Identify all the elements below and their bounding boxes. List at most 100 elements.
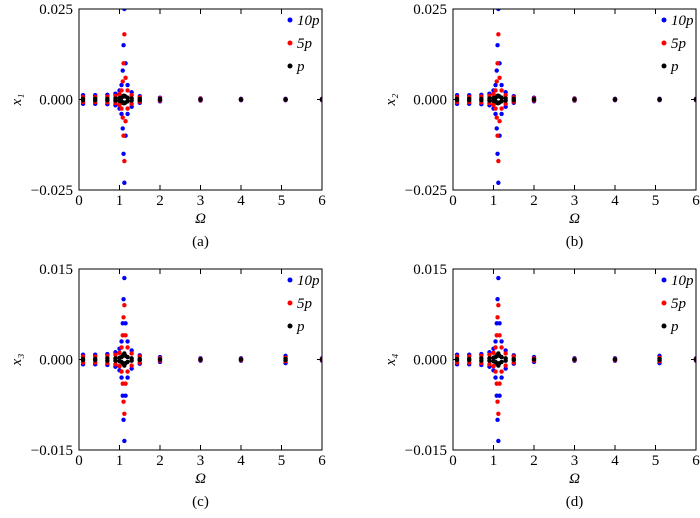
point xyxy=(122,180,127,185)
point xyxy=(499,375,504,380)
point xyxy=(499,354,504,360)
point xyxy=(238,357,244,362)
y-tick-label: −0.015 xyxy=(31,443,73,459)
point xyxy=(497,393,502,398)
point xyxy=(283,97,288,102)
point xyxy=(129,348,134,353)
point xyxy=(495,43,500,48)
point xyxy=(117,363,122,369)
point xyxy=(122,411,127,416)
y-tick-label: 0.025 xyxy=(413,2,447,18)
x-tick-label: 3 xyxy=(197,193,205,209)
caption: (d) xyxy=(566,494,584,510)
point xyxy=(479,98,484,103)
point xyxy=(531,97,537,103)
point xyxy=(531,357,537,362)
point xyxy=(491,91,496,97)
legend-marker xyxy=(661,323,667,329)
y-tick-label: 0.025 xyxy=(39,2,73,18)
x-tick-label: 4 xyxy=(237,453,245,469)
point xyxy=(125,88,130,93)
point xyxy=(497,381,502,386)
point xyxy=(125,95,130,100)
y-tick-label: 0.015 xyxy=(39,262,73,278)
point xyxy=(657,97,662,102)
point xyxy=(119,106,124,111)
x-tick-label: 1 xyxy=(116,453,124,469)
point xyxy=(129,363,134,368)
point xyxy=(499,369,504,374)
y-tick-label: 0.000 xyxy=(39,353,73,369)
point xyxy=(121,133,126,138)
point xyxy=(105,98,110,103)
y-tick-label: 0.015 xyxy=(413,262,447,278)
x-tick-label: 0 xyxy=(449,453,457,469)
legend-marker xyxy=(287,300,293,306)
legend-label: 10p xyxy=(671,273,694,289)
point xyxy=(105,358,110,363)
x-tick-label: 5 xyxy=(278,193,286,209)
point xyxy=(496,9,501,12)
point xyxy=(499,111,504,117)
y-tick-label: −0.025 xyxy=(31,183,73,199)
legend-marker xyxy=(287,17,293,23)
legend-label: 10p xyxy=(297,13,320,29)
point xyxy=(113,358,118,363)
point xyxy=(499,359,504,365)
point xyxy=(495,399,500,404)
point xyxy=(499,95,504,100)
y-axis-label: x₁ xyxy=(9,94,25,107)
x-tick-label: 5 xyxy=(652,193,660,209)
x-tick-label: 3 xyxy=(571,453,579,469)
point xyxy=(496,411,501,416)
x-tick-label: 4 xyxy=(611,453,619,469)
point xyxy=(503,101,508,107)
point xyxy=(493,111,498,117)
point xyxy=(121,296,126,302)
point xyxy=(496,303,501,308)
legend-label: p xyxy=(670,319,679,335)
point xyxy=(487,98,492,103)
point xyxy=(511,357,516,363)
point xyxy=(495,417,500,423)
y-tick-label: 0.000 xyxy=(413,93,447,109)
point xyxy=(93,98,98,103)
x-tick-label: 6 xyxy=(692,453,700,469)
point xyxy=(122,32,127,37)
legend-label: 10p xyxy=(671,13,694,29)
x-axis-label: Ω xyxy=(195,471,206,487)
legend-marker xyxy=(661,277,667,283)
point xyxy=(496,32,501,37)
point xyxy=(198,357,203,362)
point xyxy=(122,275,127,281)
point xyxy=(503,92,508,98)
point xyxy=(499,82,504,88)
x-tick-label: 4 xyxy=(237,193,245,209)
x-tick-label: 6 xyxy=(318,453,326,469)
x-tick-label: 2 xyxy=(156,453,164,469)
point xyxy=(122,303,127,308)
caption: (a) xyxy=(192,234,209,250)
point xyxy=(125,106,130,111)
point xyxy=(129,92,134,98)
point xyxy=(497,333,502,338)
point xyxy=(137,98,142,103)
point xyxy=(499,88,504,93)
x-tick-label: 0 xyxy=(75,453,83,469)
point xyxy=(491,350,496,356)
legend-marker xyxy=(661,63,667,69)
point xyxy=(493,369,498,374)
point xyxy=(612,97,618,102)
point xyxy=(454,98,460,103)
point xyxy=(497,119,502,124)
point xyxy=(125,111,130,117)
legend-label: 5p xyxy=(671,36,687,52)
point xyxy=(572,97,577,102)
point xyxy=(113,98,118,103)
point xyxy=(125,375,130,380)
point xyxy=(494,79,499,84)
y-tick-label: −0.025 xyxy=(405,183,447,199)
legend-marker xyxy=(661,40,667,46)
point xyxy=(125,369,130,374)
point xyxy=(494,115,499,120)
